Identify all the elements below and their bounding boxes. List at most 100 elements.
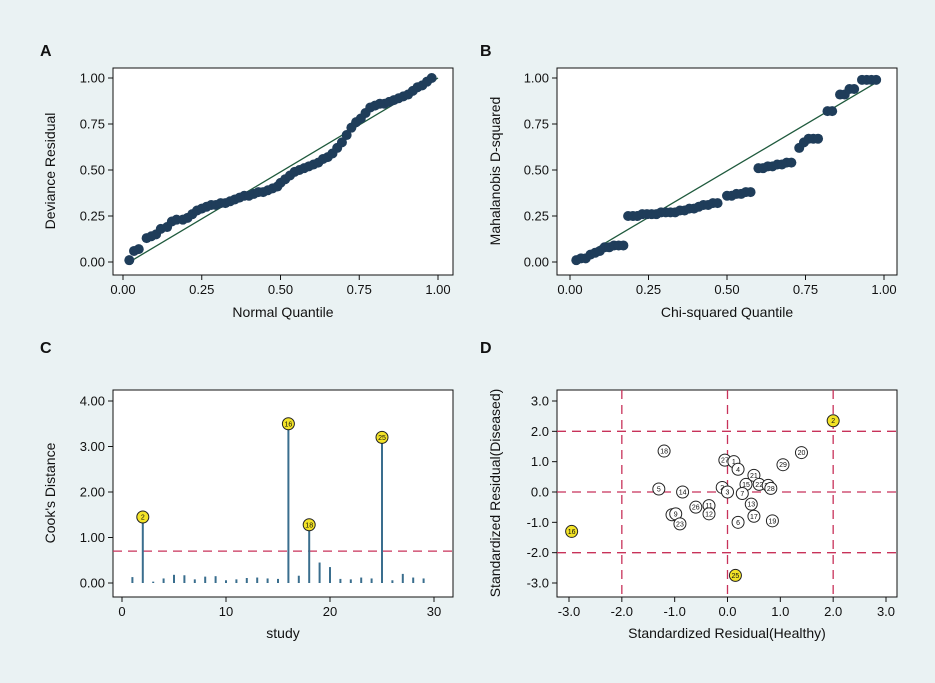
x-tick-label: 1.00 xyxy=(871,282,896,297)
panel-b-ylabel: Mahalanobis D-squared xyxy=(487,97,503,246)
residual-point xyxy=(731,515,745,529)
x-tick-label: -1.0 xyxy=(663,604,685,619)
data-point xyxy=(827,106,838,117)
y-tick-label: -2.0 xyxy=(527,545,549,560)
y-tick-label: 0.50 xyxy=(524,163,549,178)
residual-point-label: 5 xyxy=(657,486,661,493)
residual-point-highlight xyxy=(826,414,840,428)
panel-c-ticks: 0 10 20 30 0.00 1.00 2.00 3.00 4.00 xyxy=(80,394,442,620)
data-point xyxy=(813,133,824,144)
residual-point-label: 25 xyxy=(732,573,740,580)
x-tick-label: 0 xyxy=(118,604,125,619)
residual-point-label: 21 xyxy=(750,473,758,480)
y-tick-label: 0.75 xyxy=(524,117,549,132)
residual-point-label: 7 xyxy=(740,491,744,498)
x-tick-label: 10 xyxy=(219,604,233,619)
residual-point-label: 9 xyxy=(674,511,678,518)
panel-a-xlabel: Normal Quantile xyxy=(232,304,333,320)
x-tick-label: 0.00 xyxy=(557,282,582,297)
stem-marker-highlight xyxy=(281,417,295,431)
y-tick-label: 0.25 xyxy=(524,209,549,224)
y-tick-label: 1.00 xyxy=(80,71,105,86)
data-point xyxy=(849,84,860,95)
residual-point-label: 1 xyxy=(732,459,736,466)
x-tick-label: 30 xyxy=(427,604,441,619)
residual-point-label: 4 xyxy=(736,467,740,474)
x-tick-label: 0.50 xyxy=(268,282,293,297)
x-tick-label: 1.00 xyxy=(425,282,450,297)
panel-d-ylabel: Standardized Residual(Diseased) xyxy=(487,389,503,598)
residual-point-label: 16 xyxy=(568,529,576,536)
x-tick-label: 3.0 xyxy=(877,604,895,619)
residual-point-label: 19 xyxy=(769,518,777,525)
residual-point-label: 28 xyxy=(767,486,775,493)
residual-point-label: 2 xyxy=(831,418,835,425)
stem-marker-highlight xyxy=(375,430,389,444)
panel-a-points xyxy=(124,73,437,266)
y-tick-label: 0.00 xyxy=(524,255,549,270)
y-tick-label: 2.00 xyxy=(80,485,105,500)
residual-point-label: 26 xyxy=(692,505,700,512)
panel-d-points: 1827142129205142315222428713261112892317… xyxy=(565,414,840,582)
x-tick-label: 20 xyxy=(323,604,337,619)
residual-point-label: 22 xyxy=(755,482,763,489)
data-point xyxy=(712,198,723,209)
residual-point-label: 13 xyxy=(747,502,755,509)
residual-point xyxy=(764,481,778,495)
panel-a: A Normal Quantile Deviance Residual 0.00… xyxy=(40,43,454,320)
panel-b-points xyxy=(571,74,882,266)
residual-point xyxy=(652,482,666,496)
data-point xyxy=(618,240,629,251)
data-point xyxy=(341,130,352,141)
y-tick-label: 2.0 xyxy=(531,424,549,439)
residual-point xyxy=(744,497,758,511)
data-point xyxy=(133,244,144,255)
panel-a-ylabel: Deviance Residual xyxy=(42,113,58,230)
y-tick-label: 0.75 xyxy=(80,117,105,132)
y-tick-label: -1.0 xyxy=(527,515,549,530)
x-tick-label: 2.0 xyxy=(824,604,842,619)
stem-marker-label: 18 xyxy=(305,522,313,529)
y-tick-label: 3.00 xyxy=(80,439,105,454)
residual-point-label: 12 xyxy=(705,511,713,518)
y-tick-label: 1.00 xyxy=(80,530,105,545)
residual-point xyxy=(702,507,716,521)
residual-point xyxy=(657,444,671,458)
panel-c-ylabel: Cook's Distance xyxy=(42,442,58,543)
residual-point-label: 20 xyxy=(798,450,806,457)
residual-point xyxy=(776,458,790,472)
data-point xyxy=(336,137,347,148)
x-tick-label: 0.0 xyxy=(718,604,736,619)
residual-point xyxy=(689,500,703,514)
panel-b-ticks: 0.00 0.25 0.50 0.75 1.00 0.00 0.25 0.50 0.75 1.00 xyxy=(524,71,897,298)
stem-marker-label: 2 xyxy=(141,515,145,522)
panel-b-label: B xyxy=(480,43,492,60)
x-tick-label: -3.0 xyxy=(558,604,580,619)
data-point xyxy=(871,74,882,85)
residual-point-label: 18 xyxy=(660,449,668,456)
residual-point xyxy=(731,462,745,476)
residual-point xyxy=(673,517,687,531)
data-point xyxy=(786,157,797,168)
residual-point-label: 14 xyxy=(679,490,687,497)
panel-c-label: C xyxy=(40,340,52,357)
residual-point-label: 6 xyxy=(736,520,740,527)
stem-marker-label: 25 xyxy=(378,435,386,442)
data-point xyxy=(745,187,756,198)
x-tick-label: 0.50 xyxy=(714,282,739,297)
y-tick-label: 4.00 xyxy=(80,394,105,409)
x-tick-label: 0.25 xyxy=(189,282,214,297)
residual-point-label: 29 xyxy=(779,462,787,469)
stem-marker-highlight xyxy=(302,518,316,532)
panel-b-xlabel: Chi-squared Quantile xyxy=(661,304,794,320)
panel-c-stems: 2 16 18 25 xyxy=(131,417,425,583)
x-tick-label: 0.75 xyxy=(347,282,372,297)
residual-point xyxy=(735,487,749,501)
residual-point-label: 27 xyxy=(721,458,729,465)
stem-marker-label: 16 xyxy=(285,421,293,428)
panel-c: C study Cook's Distance 0 10 20 30 0.00 1.00 2… xyxy=(40,340,454,641)
panel-d: D Standardized Residual(Healthy) Standar… xyxy=(480,340,898,641)
residual-point-label: 17 xyxy=(750,514,758,521)
reference-line xyxy=(132,77,439,261)
